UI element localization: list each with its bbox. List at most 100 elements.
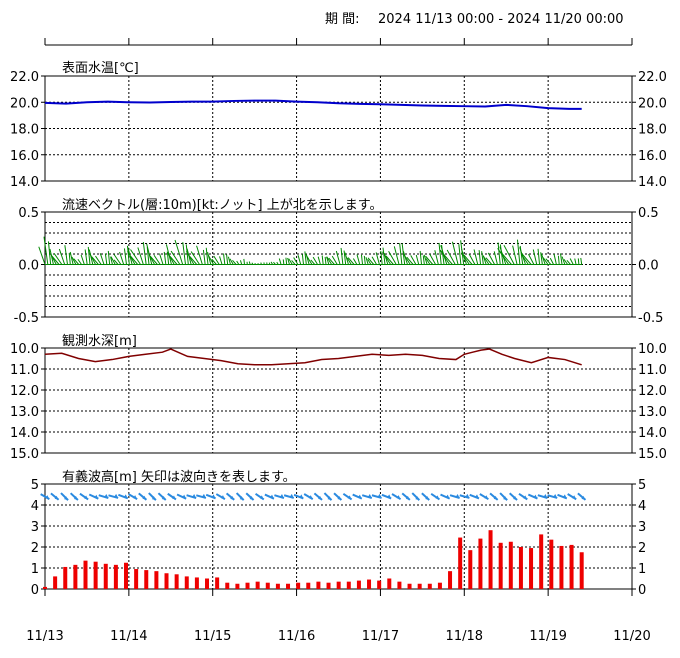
wave-arrow-head	[435, 495, 440, 500]
current-vector	[282, 259, 285, 265]
wave-arrow-head	[562, 494, 567, 499]
current-vector	[159, 253, 164, 265]
wave-arrow-head	[133, 495, 138, 500]
wave-arrow-head	[318, 495, 323, 500]
current-vector	[493, 251, 498, 265]
temp-panel-title: 表面水温[℃]	[62, 61, 139, 76]
panel-frame	[44, 483, 633, 590]
current-vector	[335, 250, 341, 265]
wave-arrow-head	[123, 494, 128, 499]
wave-arrow-head	[289, 493, 294, 498]
current-vector	[127, 250, 136, 265]
current-vector	[516, 239, 521, 265]
current-vector	[460, 252, 470, 265]
current-vector	[293, 257, 299, 265]
current-vector	[107, 250, 111, 265]
current-vector	[202, 249, 206, 265]
current-vector	[91, 256, 99, 265]
current-vector	[446, 249, 456, 265]
y-tick-label-left: 22.0	[10, 70, 39, 85]
wave-arrow-head	[220, 495, 225, 500]
current-vector	[451, 241, 459, 265]
x-tick-label: 11/15	[194, 629, 231, 644]
current-vector	[393, 246, 400, 265]
y-tick-label-left: 3	[31, 520, 39, 535]
wave-height-bar	[356, 580, 361, 589]
temperature-line	[44, 99, 582, 110]
y-tick-label-left: 2	[31, 541, 39, 556]
current-vector	[310, 259, 316, 265]
wave-arrow-head	[581, 495, 586, 500]
current-vector	[104, 253, 108, 265]
current-vector	[521, 254, 529, 265]
current-vector	[481, 251, 484, 265]
y-tick-label-right: 13.0	[638, 405, 667, 420]
wave-arrow-head	[84, 495, 89, 500]
wave-arrow-head	[299, 494, 304, 499]
current-vector	[196, 245, 203, 265]
wave-height-bar	[73, 564, 78, 589]
wave-arrow-head	[54, 495, 59, 500]
y-tick-label-left: 20.0	[10, 96, 39, 111]
current-panel-title: 流速ベクトル(層:10m)[kt:ノット] 上が北を示します。	[62, 198, 382, 213]
wave-height-bar	[184, 576, 189, 589]
current-vector	[153, 254, 161, 265]
wave-height-bar	[113, 564, 118, 589]
wave-arrow-head	[405, 495, 410, 500]
current-vector	[545, 258, 552, 265]
current-vector	[77, 258, 82, 265]
current-vector	[239, 260, 243, 265]
current-vector	[185, 251, 195, 265]
current-vector	[561, 256, 566, 265]
wave-height-bar	[336, 581, 341, 589]
current-vector	[356, 254, 361, 265]
current-vector	[569, 258, 574, 265]
current-vector	[346, 257, 352, 265]
y-tick-label-right: 0.0	[638, 259, 659, 274]
current-vector	[439, 249, 453, 265]
current-vector	[388, 250, 397, 265]
current-vector	[312, 256, 318, 265]
wave-height-bar	[377, 580, 382, 589]
current-vector	[190, 251, 200, 265]
current-vector	[365, 257, 369, 265]
current-vector	[69, 251, 74, 265]
current-vector	[149, 255, 158, 265]
current-vector	[382, 247, 386, 265]
bottom-time-axis: 11/13 11/14 11/15 11/16 11/17 11/18 11/19 11/20	[26, 589, 651, 644]
current-vector	[113, 259, 119, 265]
wave-height-bar	[215, 577, 220, 589]
y-tick-label-right: 0.5	[638, 206, 659, 221]
y-tick-label-right: 14.0	[638, 175, 667, 190]
wave-arrow-head	[211, 494, 216, 499]
current-vector	[64, 245, 68, 265]
current-vector	[51, 255, 60, 265]
current-vector	[38, 246, 46, 265]
current-vector	[438, 242, 442, 265]
wave-arrow-head	[64, 496, 69, 501]
y-tick-label-left: -0.5	[14, 311, 39, 326]
current-vector	[343, 250, 347, 265]
current-vector	[110, 256, 116, 265]
current-vector	[482, 255, 490, 265]
wave-height-bar	[164, 573, 169, 589]
y-tick-label-left: 14.0	[10, 426, 39, 441]
current-vector	[326, 256, 333, 265]
current-vector	[113, 254, 122, 265]
wave-arrow-head	[192, 494, 197, 499]
current-vector	[127, 253, 139, 265]
current-vector	[367, 257, 375, 265]
current-vector	[425, 255, 434, 265]
current-vector	[50, 253, 57, 265]
current-vector	[110, 256, 113, 265]
wave-height-bar	[235, 583, 240, 589]
wave-height-bar	[245, 582, 250, 589]
current-vector	[419, 250, 423, 265]
current-vector	[170, 250, 181, 265]
current-vector	[537, 248, 541, 265]
wave-height-bar	[346, 581, 351, 589]
current-vector	[89, 253, 97, 265]
current-vector	[360, 254, 364, 265]
wave-arrow-head	[533, 494, 538, 499]
current-vector	[375, 252, 380, 265]
